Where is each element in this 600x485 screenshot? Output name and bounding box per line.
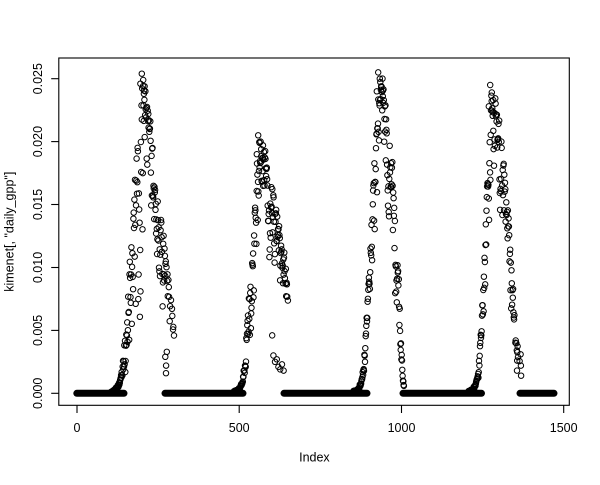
svg-text:kimenet[, "daily_gpp"]: kimenet[, "daily_gpp"] bbox=[2, 172, 16, 292]
svg-text:Index: Index bbox=[299, 451, 330, 465]
svg-text:0.025: 0.025 bbox=[31, 63, 45, 94]
svg-text:1000: 1000 bbox=[388, 421, 416, 435]
svg-text:1500: 1500 bbox=[550, 421, 578, 435]
svg-text:500: 500 bbox=[229, 421, 250, 435]
svg-text:0.020: 0.020 bbox=[31, 126, 45, 157]
svg-text:0.000: 0.000 bbox=[31, 378, 45, 409]
svg-text:0.010: 0.010 bbox=[31, 252, 45, 283]
svg-text:0.005: 0.005 bbox=[31, 315, 45, 346]
svg-text:0.015: 0.015 bbox=[31, 189, 45, 220]
svg-text:0: 0 bbox=[74, 421, 81, 435]
